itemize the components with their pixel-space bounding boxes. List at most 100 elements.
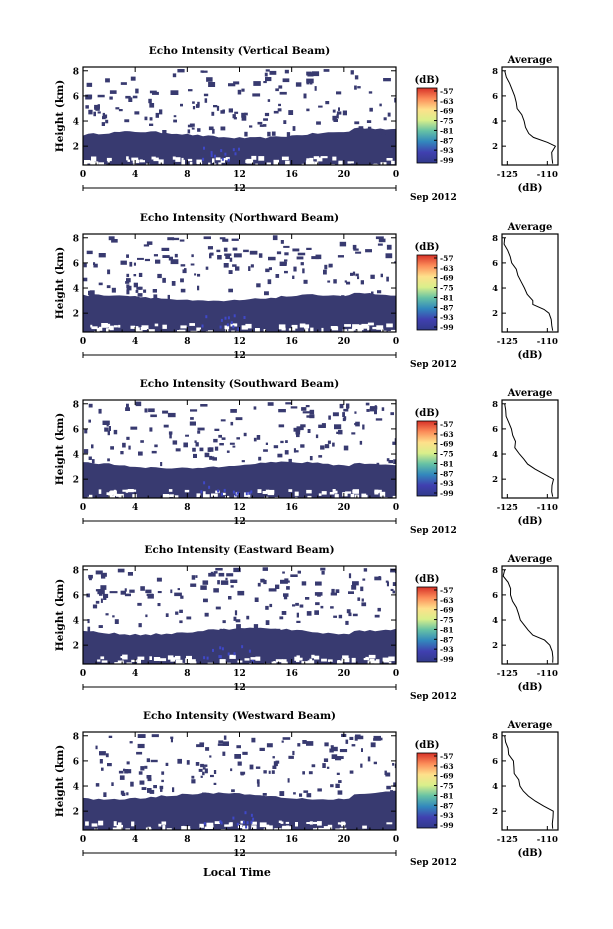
colorbar-tick-label: -93 bbox=[440, 479, 454, 488]
echo-speckle bbox=[111, 287, 116, 293]
echo-speckle bbox=[211, 111, 215, 116]
echo-speckle bbox=[202, 580, 209, 585]
echo-gap bbox=[126, 156, 129, 161]
colorbar-tick-label: -75 bbox=[440, 450, 454, 459]
echo-speckle bbox=[273, 110, 279, 114]
panel-title: Echo Intensity (Northward Beam) bbox=[140, 212, 339, 224]
date-month-label: Sep 2012 bbox=[410, 692, 457, 702]
echo-speckle bbox=[165, 762, 169, 766]
echo-speckle bbox=[132, 95, 138, 99]
echo-speckle bbox=[117, 568, 125, 573]
echo-patch bbox=[223, 488, 226, 492]
echo-patch bbox=[219, 325, 222, 329]
echo-speckle bbox=[342, 110, 347, 116]
echo-gap bbox=[337, 660, 343, 664]
echo-speckle bbox=[251, 737, 256, 743]
echo-speckle bbox=[235, 619, 241, 623]
echo-gap bbox=[224, 824, 231, 827]
echo-speckle bbox=[278, 103, 281, 107]
echo-speckle bbox=[95, 570, 103, 575]
echo-speckle bbox=[332, 412, 339, 417]
echo-gap bbox=[203, 491, 206, 497]
echo-speckle bbox=[305, 597, 310, 600]
echo-speckle bbox=[374, 131, 379, 136]
echo-speckle bbox=[295, 602, 299, 606]
echo-speckle bbox=[129, 741, 133, 744]
echo-gap bbox=[317, 821, 322, 826]
echo-gap bbox=[117, 660, 124, 664]
echo-speckle bbox=[231, 238, 239, 241]
echo-gap bbox=[89, 494, 93, 498]
echo-gap bbox=[107, 158, 110, 163]
echo-speckle bbox=[362, 578, 366, 581]
average-profile-line bbox=[504, 70, 557, 164]
echo-speckle bbox=[302, 411, 311, 414]
y-axis-label: Height (km) bbox=[54, 247, 66, 319]
echo-speckle bbox=[113, 429, 118, 435]
echo-speckle bbox=[299, 793, 303, 797]
echo-speckle bbox=[152, 91, 159, 95]
echo-speckle bbox=[359, 440, 363, 445]
x-tick-label: 12 bbox=[233, 337, 246, 347]
echo-speckle bbox=[361, 598, 364, 602]
echo-gap bbox=[321, 327, 324, 332]
echo-speckle bbox=[323, 758, 329, 762]
echo-gap bbox=[264, 496, 269, 498]
echo-speckle bbox=[285, 440, 288, 443]
echo-speckle bbox=[88, 290, 92, 296]
echo-speckle bbox=[162, 410, 169, 414]
echo-gap bbox=[305, 160, 312, 165]
echo-speckle bbox=[212, 457, 217, 461]
echo-speckle bbox=[357, 597, 361, 601]
echo-gap bbox=[321, 658, 327, 662]
echo-speckle bbox=[369, 407, 375, 412]
x-tick-label: 4 bbox=[132, 835, 138, 845]
echo-speckle bbox=[160, 462, 163, 467]
average-y-tick-label: 8 bbox=[492, 566, 498, 576]
average-x-axis-label: (dB) bbox=[518, 183, 543, 194]
echo-speckle bbox=[141, 787, 147, 790]
echo-speckle bbox=[343, 408, 349, 412]
average-x-axis-label: (dB) bbox=[518, 350, 543, 361]
figure-x-axis-label: Local Time bbox=[203, 866, 271, 879]
echo-speckle bbox=[314, 610, 319, 615]
echo-gap bbox=[282, 825, 289, 828]
echo-speckle bbox=[281, 611, 287, 615]
echo-speckle bbox=[332, 109, 336, 113]
echo-gap bbox=[199, 823, 204, 828]
echo-speckle bbox=[147, 778, 152, 782]
echo-speckle bbox=[368, 91, 373, 94]
echo-gap bbox=[185, 828, 191, 830]
echo-speckle bbox=[179, 620, 183, 624]
echo-gap bbox=[251, 155, 257, 160]
echo-gap bbox=[294, 656, 298, 661]
echo-speckle bbox=[138, 451, 143, 456]
echo-gap bbox=[313, 828, 320, 830]
echo-gap bbox=[378, 489, 382, 492]
average-y-tick-label: 4 bbox=[492, 117, 498, 127]
echo-speckle bbox=[392, 763, 395, 766]
y-tick-label: 8 bbox=[73, 400, 79, 410]
echo-speckle bbox=[213, 770, 217, 774]
echo-speckle bbox=[219, 237, 226, 240]
echo-speckle bbox=[123, 768, 126, 772]
echo-speckle bbox=[88, 456, 92, 460]
echo-gap bbox=[125, 828, 130, 830]
echo-speckle bbox=[267, 131, 271, 137]
echo-gap bbox=[167, 655, 174, 660]
echo-speckle bbox=[354, 75, 359, 80]
colorbar bbox=[416, 752, 438, 829]
echo-gap bbox=[376, 325, 384, 330]
echo-speckle bbox=[269, 603, 273, 608]
x-tick-label: 8 bbox=[184, 337, 190, 347]
echo-speckle bbox=[249, 764, 254, 770]
echo-speckle bbox=[254, 597, 259, 602]
echo-speckle bbox=[305, 405, 310, 408]
echo-speckle bbox=[108, 426, 111, 431]
echo-speckle bbox=[210, 774, 214, 778]
echo-gap bbox=[228, 822, 233, 826]
echo-patch bbox=[206, 656, 209, 660]
echo-speckle bbox=[126, 254, 129, 258]
echo-gap bbox=[267, 491, 275, 496]
echo-gap bbox=[91, 823, 98, 827]
